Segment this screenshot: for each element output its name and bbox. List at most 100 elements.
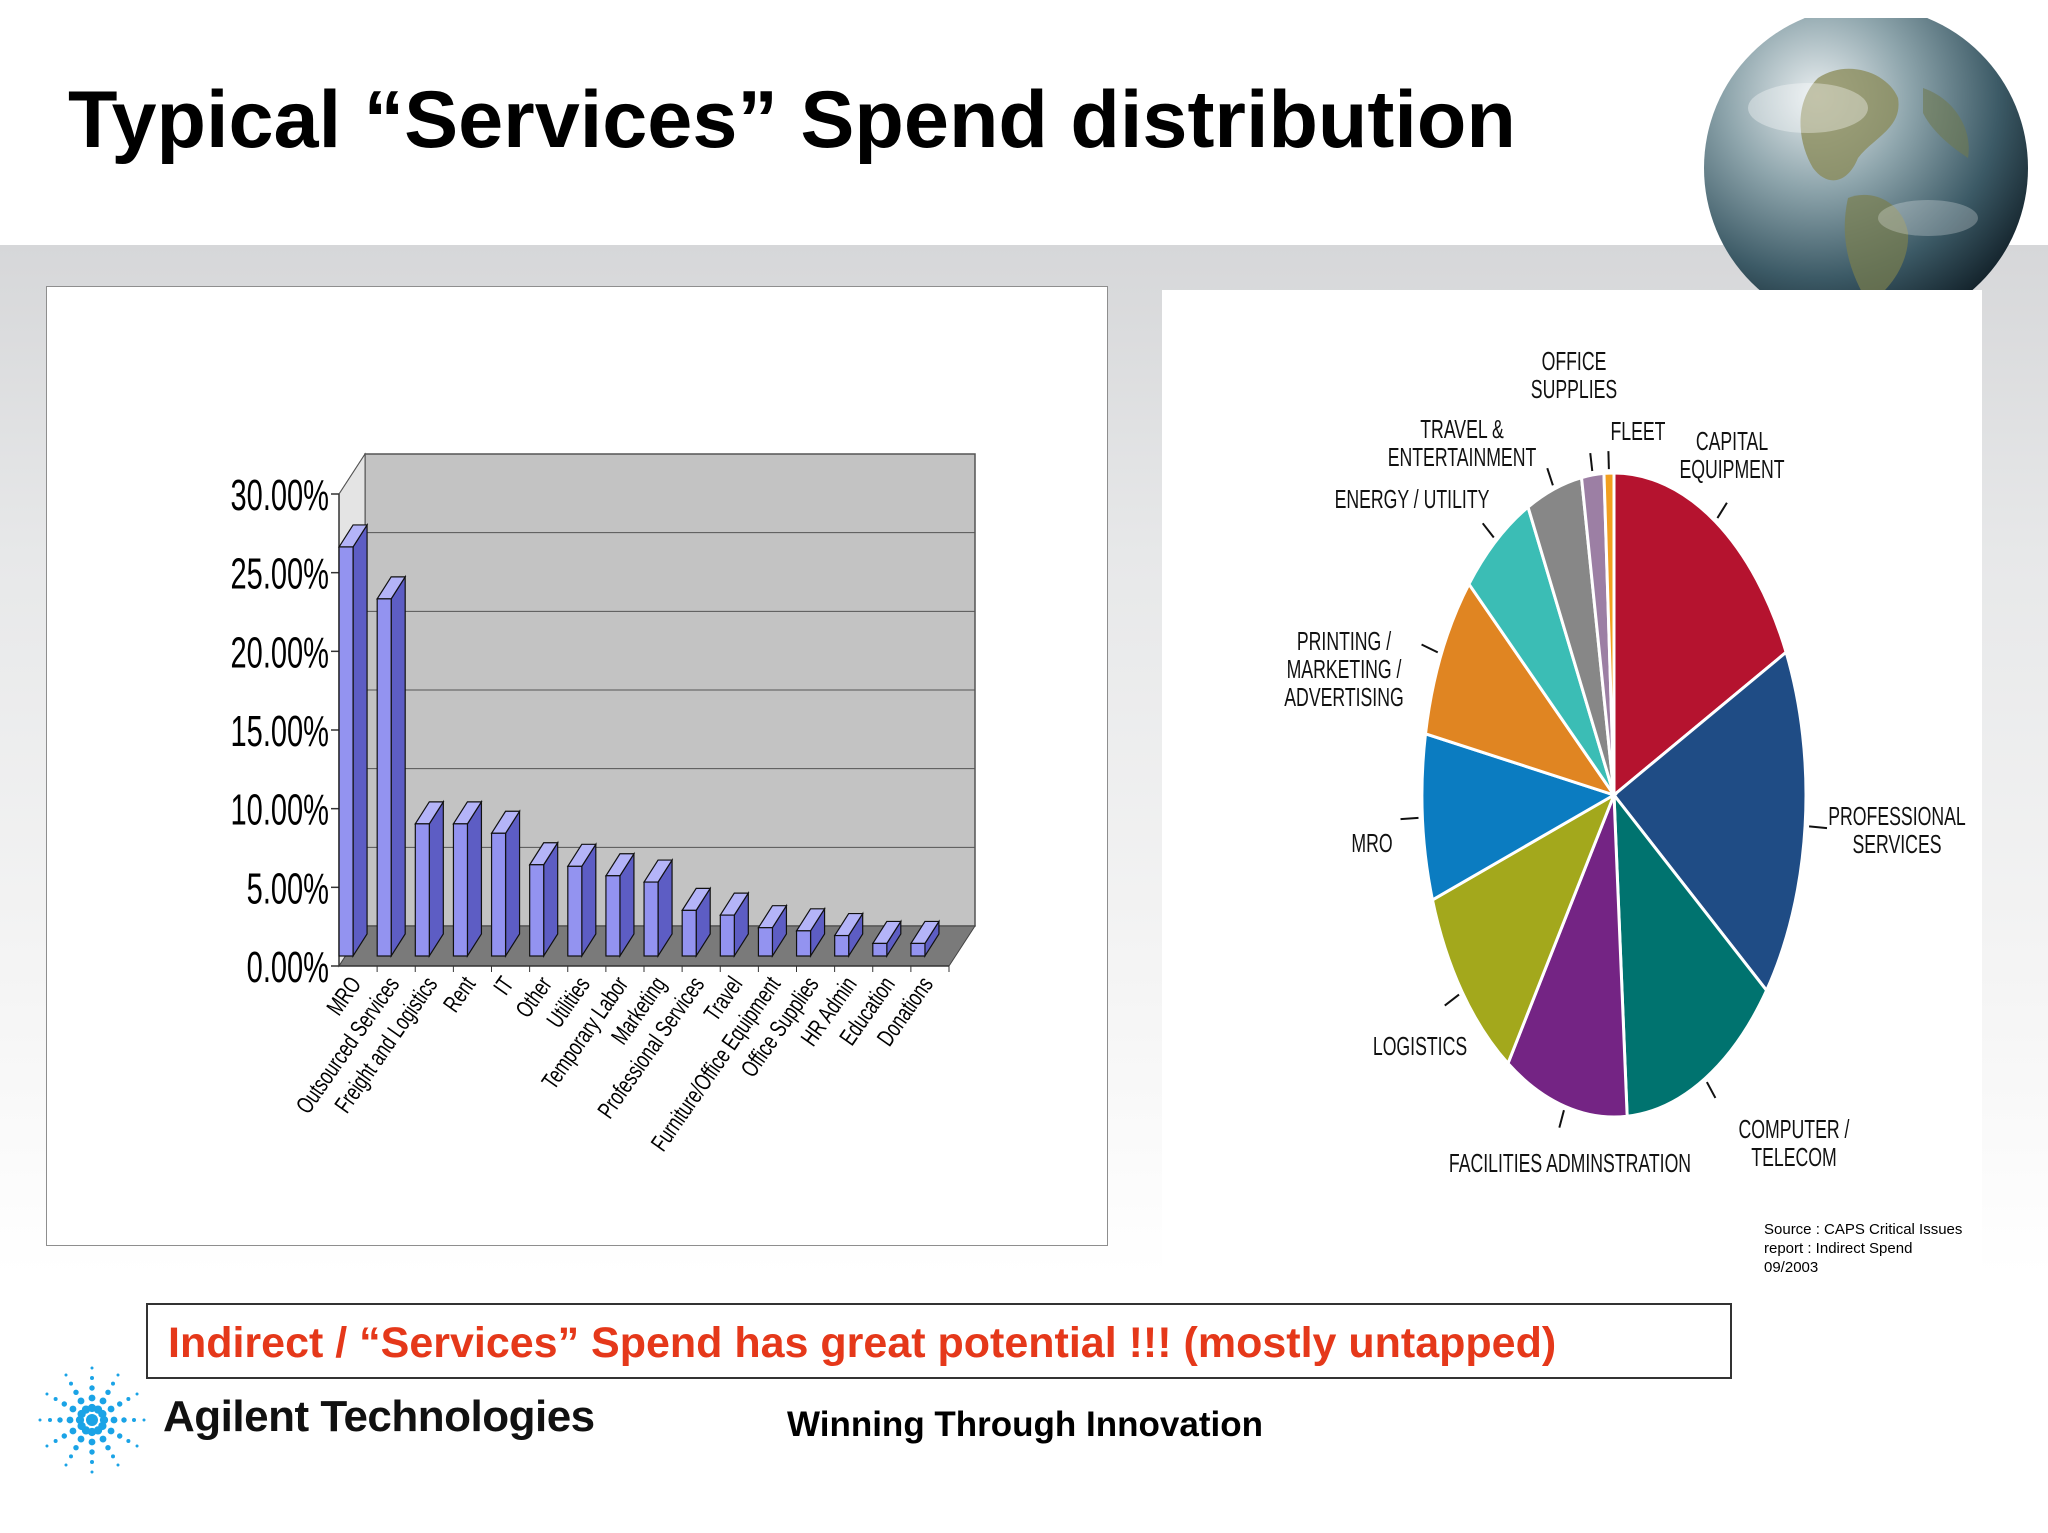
gridline — [338, 453, 366, 495]
slide-title: Typical “Services” Spend distribution — [68, 75, 1516, 165]
spark-dot — [69, 1427, 77, 1435]
bar-front — [605, 875, 621, 957]
spark-dot — [73, 1444, 79, 1451]
leader-line — [1589, 453, 1594, 472]
agilent-spark-icon — [38, 1366, 146, 1474]
pie-chart-panel: CAPITAL EQUIPMENT PROFESSIONAL SERVICES COMP… — [1162, 290, 1982, 1290]
pie-slice — [1506, 794, 1629, 1119]
bar — [452, 799, 483, 959]
bar — [604, 851, 636, 959]
bar-front — [795, 930, 812, 957]
spark-dot — [98, 1409, 107, 1419]
source-line: report : Indirect Spend — [1764, 1240, 1913, 1257]
spark-dot — [69, 1405, 77, 1413]
pie-slice — [1611, 649, 1808, 994]
spark-dot — [61, 1433, 68, 1439]
pie-label: TRAVEL & ENTERTAINMENT — [1388, 415, 1537, 472]
bar-front — [834, 934, 850, 957]
spark-dot — [77, 1397, 85, 1405]
bar — [757, 903, 788, 959]
spark-dot — [38, 1418, 42, 1422]
y-tick-label: 20.00% — [231, 627, 329, 677]
callout-box: Indirect / “Services” Spend has great po… — [146, 1303, 1732, 1379]
pie-label: PRINTING / MARKETING / ADVERTISING — [1284, 627, 1403, 712]
leader-line — [1705, 1081, 1717, 1099]
callout-text: Indirect / “Services” Spend has great po… — [168, 1319, 1557, 1367]
spark-dot — [90, 1376, 94, 1380]
bar — [376, 574, 407, 959]
spark-dot — [116, 1433, 123, 1439]
y-tick-label: 5.00% — [247, 863, 329, 913]
spark-dot — [99, 1397, 107, 1405]
leader-line — [1808, 825, 1828, 830]
bar-front — [910, 942, 926, 957]
spark-dot — [53, 1439, 58, 1443]
spark-center — [86, 1414, 98, 1426]
bar-side — [466, 799, 483, 959]
pie-slice — [1420, 731, 1618, 903]
source-note: Source : CAPS Critical Issues report : I… — [1764, 1220, 1994, 1277]
pie-label: COMPUTER / TELECOM — [1739, 1115, 1851, 1172]
bar-front — [872, 942, 888, 957]
spark-dot — [89, 1449, 95, 1455]
pie-label: ENERGY / UTILITY — [1335, 485, 1490, 514]
pie-slice — [1430, 791, 1617, 1067]
spark-dot — [135, 1444, 139, 1448]
bar-front — [338, 546, 354, 957]
spark-dot — [45, 1392, 49, 1396]
spark-dot — [64, 1463, 68, 1467]
bar — [566, 842, 597, 959]
bar-front — [490, 832, 507, 957]
spark-dot — [105, 1444, 111, 1451]
spark-dot — [126, 1439, 131, 1443]
bar — [833, 911, 864, 959]
leader-line — [1444, 993, 1460, 1007]
spark-dot — [116, 1401, 123, 1407]
spark-dot — [116, 1373, 120, 1377]
bar-front — [719, 914, 735, 957]
pie-label: MRO — [1351, 829, 1392, 858]
y-tick-label: 30.00% — [231, 470, 329, 520]
pie-chart: CAPITAL EQUIPMENT PROFESSIONAL SERVICES COMP… — [1284, 347, 1965, 1178]
bar — [719, 891, 750, 959]
bar — [642, 857, 674, 959]
bar — [871, 919, 902, 959]
bar-front — [681, 909, 697, 957]
pie-slice — [1423, 581, 1618, 798]
pie-label: OFFICE SUPPLIES — [1531, 347, 1617, 404]
y-tick-label: 10.00% — [231, 785, 329, 835]
y-tick-label: 15.00% — [231, 706, 329, 756]
spark-dot — [110, 1416, 118, 1424]
spark-dot — [73, 1389, 79, 1396]
bar-front — [376, 598, 392, 957]
leader-line — [1546, 467, 1554, 486]
bar-front — [414, 823, 430, 957]
pie-slice — [1612, 790, 1769, 1118]
pie-label: LOGISTICS — [1373, 1032, 1467, 1061]
bar-front — [567, 865, 583, 957]
leader-line — [1481, 522, 1495, 539]
spark-dot — [90, 1470, 94, 1474]
leader-line — [1421, 643, 1439, 654]
pie-slice — [1467, 504, 1616, 796]
spark-dot — [126, 1397, 131, 1401]
spark-dot — [105, 1389, 111, 1396]
spark-dot — [116, 1463, 120, 1467]
bar-front — [757, 927, 774, 957]
leader-line — [1400, 816, 1419, 821]
pie-label: FLEET — [1611, 417, 1666, 446]
company-logo-text: Agilent Technologies — [163, 1392, 595, 1441]
spark-dot — [77, 1435, 85, 1443]
spark-dot — [64, 1373, 68, 1377]
spark-dot — [69, 1381, 73, 1386]
bar — [490, 809, 521, 959]
bar-chart-panel: 0.00% 5.00% 10.00% 15.00% 20.00% 25.00% 30.00%… — [46, 286, 1108, 1246]
leader-line — [1716, 502, 1728, 519]
spark-dot — [99, 1435, 107, 1443]
bar — [337, 522, 369, 959]
bar-side — [352, 522, 368, 959]
spark-dot — [111, 1381, 115, 1386]
spark-dot — [90, 1366, 94, 1370]
x-tick-label: IT — [489, 972, 520, 1000]
leader-line — [1558, 1109, 1565, 1128]
